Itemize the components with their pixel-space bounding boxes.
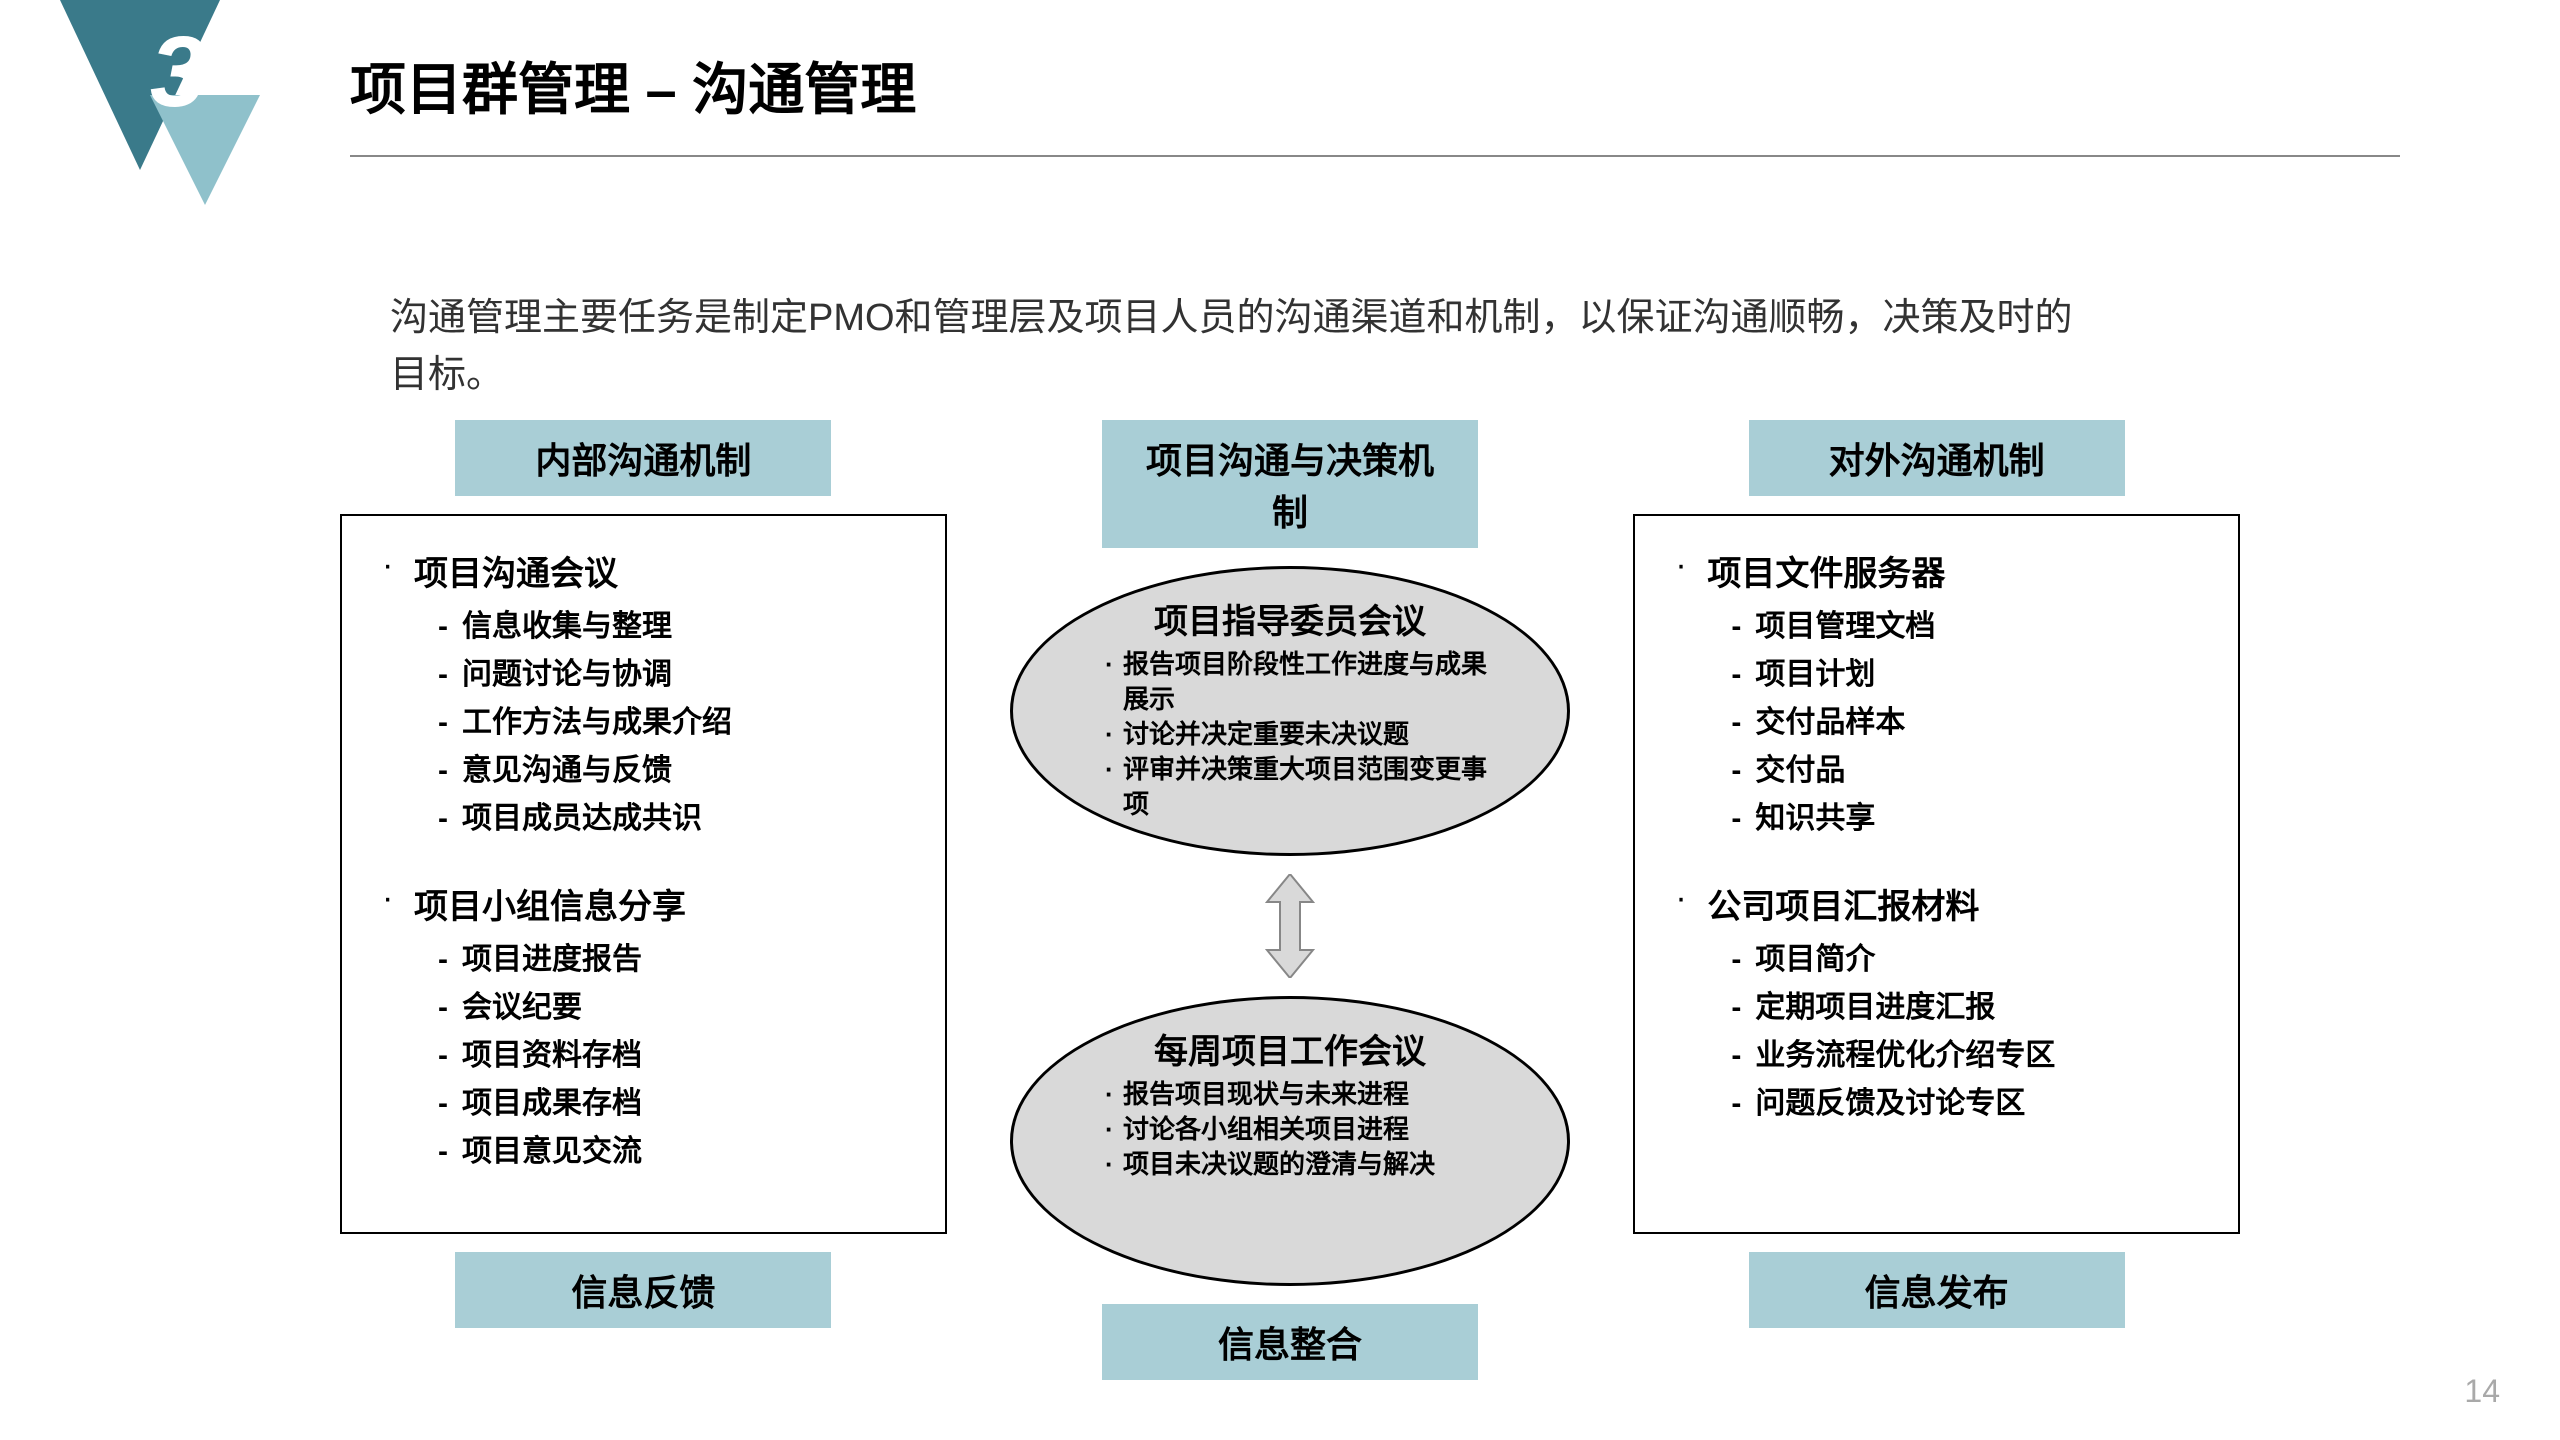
intro-text: 沟通管理主要任务是制定PMO和管理层及项目人员的沟通渠道和机制，以保证沟通顺畅，… [390,290,2110,404]
ellipse-item: 报告项目现状与未来进程 [1093,1077,1487,1112]
group-title: 公司项目汇报材料 [1675,879,2208,928]
sub-item: 项目成员达成共识 [382,795,915,843]
bidirectional-arrow-icon [1265,874,1315,978]
content-box-right: 项目文件服务器 项目管理文档 项目计划 交付品样本 交付品 知识共享 公司项目汇… [1633,514,2240,1234]
column-middle: 项目沟通与决策机制 项目指导委员会议 报告项目阶段性工作进度与成果展示 讨论并决… [987,420,1594,1380]
ellipse-bottom: 每周项目工作会议 报告项目现状与未来进程 讨论各小组相关项目进程 项目未决议题的… [1010,996,1570,1286]
header-right: 对外沟通机制 [1749,420,2125,496]
sub-item: 项目资料存档 [382,1032,915,1080]
group-right-1: 公司项目汇报材料 项目简介 定期项目进度汇报 业务流程优化介绍专区 问题反馈及讨… [1675,879,2208,1128]
group-right-0: 项目文件服务器 项目管理文档 项目计划 交付品样本 交付品 知识共享 [1675,546,2208,843]
footer-left: 信息反馈 [455,1252,831,1328]
ellipse-item: 报告项目阶段性工作进度与成果展示 [1093,647,1487,717]
group-title: 项目小组信息分享 [382,879,915,928]
ellipse-item: 评审并决策重大项目范围变更事项 [1093,752,1487,822]
page-title: 项目群管理 – 沟通管理 [350,45,916,126]
sub-item: 信息收集与整理 [382,603,915,651]
ellipse-title: 项目指导委员会议 [1093,594,1487,643]
page-number: 14 [2464,1373,2500,1410]
ellipse-top: 项目指导委员会议 报告项目阶段性工作进度与成果展示 讨论并决定重要未决议题 评审… [1010,566,1570,856]
group-left-0: 项目沟通会议 信息收集与整理 问题讨论与协调 工作方法与成果介绍 意见沟通与反馈… [382,546,915,843]
sub-item: 交付品样本 [1675,699,2208,747]
ellipse-title: 每周项目工作会议 [1093,1024,1487,1073]
sub-item: 项目管理文档 [1675,603,2208,651]
sub-item: 问题讨论与协调 [382,651,915,699]
group-left-1: 项目小组信息分享 项目进度报告 会议纪要 项目资料存档 项目成果存档 项目意见交… [382,879,915,1176]
sub-item: 意见沟通与反馈 [382,747,915,795]
sub-item: 项目意见交流 [382,1128,915,1176]
ellipse-item: 讨论并决定重要未决议题 [1093,717,1487,752]
column-right: 对外沟通机制 项目文件服务器 项目管理文档 项目计划 交付品样本 交付品 知识共… [1633,420,2240,1380]
sub-item: 知识共享 [1675,795,2208,843]
middle-content: 项目指导委员会议 报告项目阶段性工作进度与成果展示 讨论并决定重要未决议题 评审… [987,566,1594,1286]
column-left: 内部沟通机制 项目沟通会议 信息收集与整理 问题讨论与协调 工作方法与成果介绍 … [340,420,947,1380]
sub-item: 业务流程优化介绍专区 [1675,1032,2208,1080]
sub-item: 项目成果存档 [382,1080,915,1128]
header-middle: 项目沟通与决策机制 [1102,420,1478,548]
sub-item: 会议纪要 [382,984,915,1032]
group-title: 项目沟通会议 [382,546,915,595]
content-box-left: 项目沟通会议 信息收集与整理 问题讨论与协调 工作方法与成果介绍 意见沟通与反馈… [340,514,947,1234]
sub-item: 工作方法与成果介绍 [382,699,915,747]
ellipse-item: 项目未决议题的澄清与解决 [1093,1147,1487,1182]
sub-item: 定期项目进度汇报 [1675,984,2208,1032]
footer-right: 信息发布 [1749,1252,2125,1328]
sub-item: 项目进度报告 [382,936,915,984]
header-left: 内部沟通机制 [455,420,831,496]
title-underline [350,155,2400,157]
ellipse-item: 讨论各小组相关项目进程 [1093,1112,1487,1147]
columns-container: 内部沟通机制 项目沟通会议 信息收集与整理 问题讨论与协调 工作方法与成果介绍 … [340,420,2240,1380]
sub-item: 问题反馈及讨论专区 [1675,1080,2208,1128]
sub-item: 项目简介 [1675,936,2208,984]
sub-item: 交付品 [1675,747,2208,795]
section-number: 3 [150,15,206,130]
sub-item: 项目计划 [1675,651,2208,699]
group-title: 项目文件服务器 [1675,546,2208,595]
footer-middle: 信息整合 [1102,1304,1478,1380]
